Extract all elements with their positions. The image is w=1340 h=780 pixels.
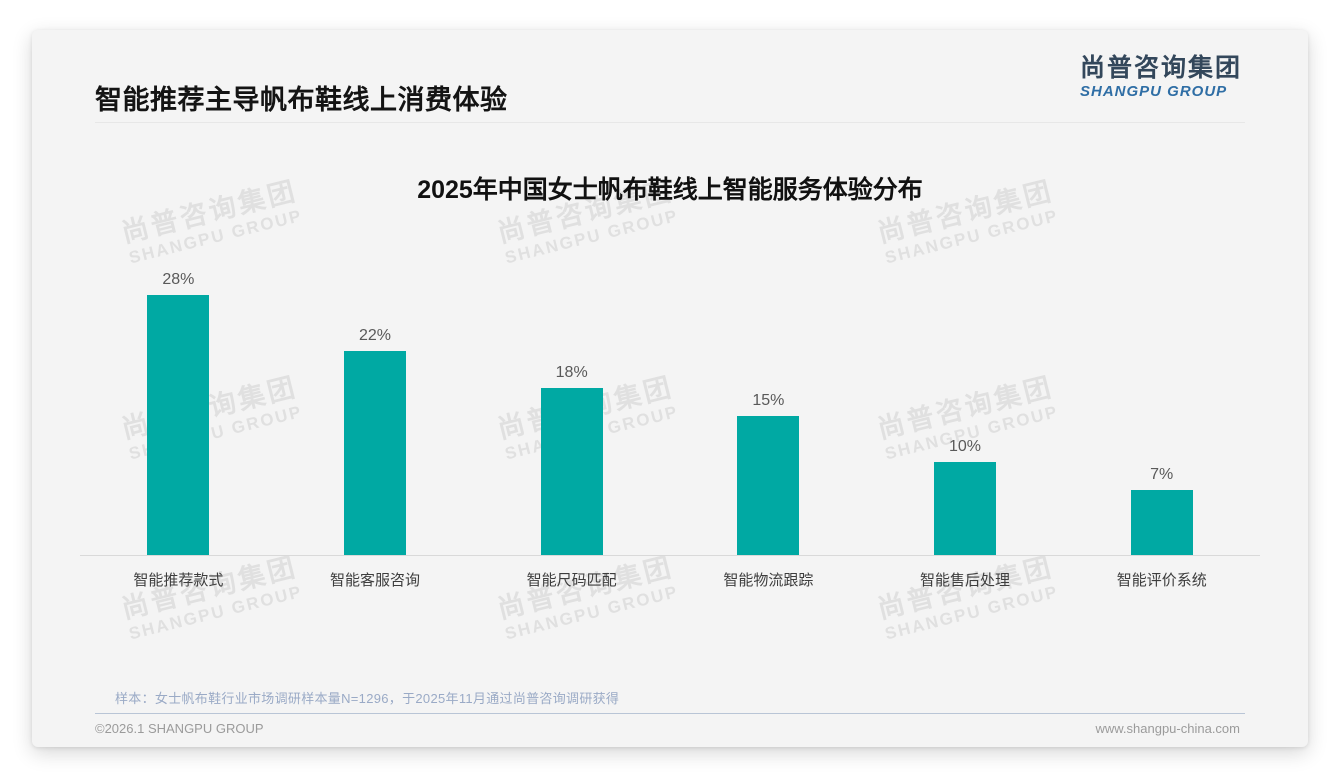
bar-column: 7% <box>1063 466 1260 555</box>
bar <box>344 351 406 555</box>
bars-row: 28% 22% 18% 15% 10% 7% <box>80 270 1260 556</box>
bar <box>147 295 210 555</box>
bar-value-label: 28% <box>162 271 195 288</box>
report-slide: 尚普咨询集团 SHANGPU GROUP 尚普咨询集团 SHANGPU GROUP 尚普… <box>32 30 1308 747</box>
bar-column: 10% <box>867 438 1064 555</box>
page-title: 智能推荐主导帆布鞋线上消费体验 <box>95 85 508 115</box>
footer-website: www.shangpu-china.com <box>1095 721 1240 736</box>
category-label: 智能客服咨询 <box>330 572 421 589</box>
category-label: 智能售后处理 <box>920 572 1011 589</box>
footer-divider <box>95 713 1245 714</box>
category-label: 智能尺码匹配 <box>526 572 617 589</box>
bar <box>540 388 603 555</box>
category-label: 智能评价系统 <box>1116 572 1207 589</box>
logo-english-text: SHANGPU GROUP <box>1079 82 1228 100</box>
title-divider <box>95 122 1245 123</box>
bar-value-label: 7% <box>1150 466 1174 483</box>
category-label: 智能推荐款式 <box>133 572 224 589</box>
company-logo: 尚普咨询集团 SHANGPU GROUP <box>1080 54 1242 100</box>
bar-column: 22% <box>277 327 474 555</box>
bar-column: 28% <box>80 271 277 555</box>
bar-value-label: 22% <box>358 327 392 344</box>
category-label: 智能物流跟踪 <box>723 572 814 589</box>
bar-column: 15% <box>670 392 867 555</box>
chart-title: 2025年中国女士帆布鞋线上智能服务体验分布 <box>417 176 923 204</box>
category-labels-row: 智能推荐款式 智能客服咨询 智能尺码匹配 智能物流跟踪 智能售后处理 智能评价系统 <box>80 569 1260 590</box>
bar-value-label: 15% <box>752 392 785 409</box>
footer-copyright: ©2026.1 SHANGPU GROUP <box>95 721 264 736</box>
sample-note: 样本：女士帆布鞋行业市场调研样本量N=1296，于2025年11月通过尚普咨询调… <box>115 691 620 706</box>
bar <box>1130 490 1193 555</box>
bar-column: 18% <box>473 364 670 555</box>
bar-value-label: 10% <box>949 438 982 455</box>
bar <box>934 462 997 555</box>
bar-value-label: 18% <box>555 364 588 381</box>
logo-chinese-text: 尚普咨询集团 <box>1079 54 1242 82</box>
bar <box>737 416 800 555</box>
bar-chart: 28% 22% 18% 15% 10% 7% 智能推荐款式 智能客服咨询 智能尺码匹配 智能物流… <box>80 270 1260 590</box>
